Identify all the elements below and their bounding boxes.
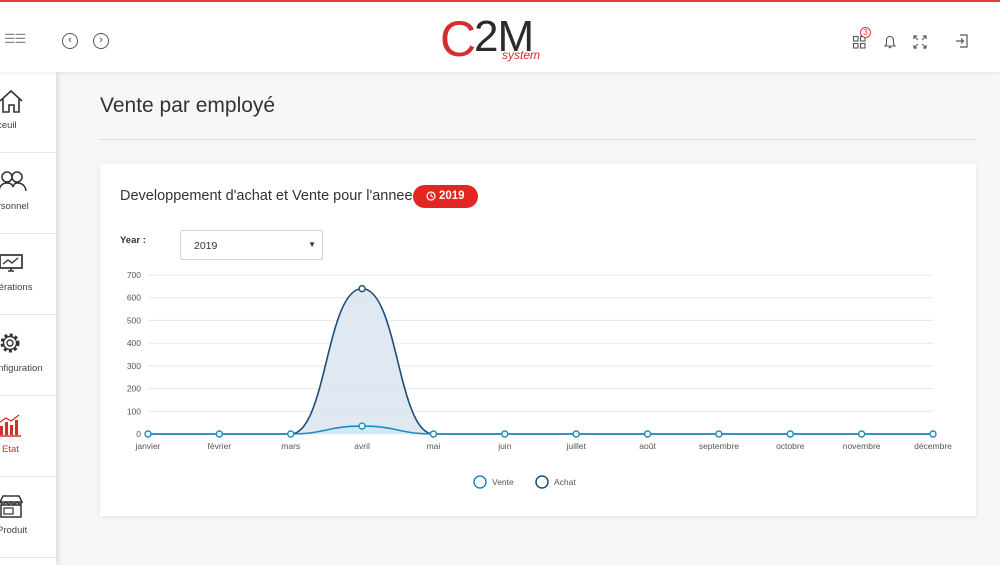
logo[interactable]: C 2M system	[440, 11, 550, 67]
clock-icon	[426, 191, 436, 201]
bell-icon[interactable]	[882, 34, 898, 50]
chevron-down-icon: ▼	[308, 240, 316, 249]
x-tick-label: décembre	[914, 441, 952, 451]
series-achat-area	[148, 288, 933, 434]
vente-point	[572, 430, 580, 438]
sidebar-item-configuration[interactable]: Configuration	[0, 315, 56, 396]
notification-badge: 3	[860, 27, 871, 38]
logo-2m: 2M	[474, 12, 534, 61]
forward-icon[interactable]: ›	[93, 33, 109, 49]
y-tick-label: 500	[127, 315, 141, 325]
x-tick-label: juillet	[565, 441, 586, 451]
y-tick-label: 300	[127, 361, 141, 371]
logo-subtitle: system	[502, 48, 541, 62]
y-tick-label: 100	[127, 406, 141, 416]
legend-achat-marker	[535, 475, 549, 489]
vente-point	[358, 422, 366, 430]
x-tick-label: mars	[281, 441, 300, 451]
card-title: Developpement d'achat et Vente pour l'an…	[120, 188, 413, 204]
sidebar-item-label: Personnel	[0, 201, 29, 212]
vente-point	[786, 430, 794, 438]
fullscreen-icon[interactable]	[912, 34, 928, 50]
sidebar-item-etat[interactable]: Etat	[0, 396, 56, 477]
achat-point	[358, 284, 366, 293]
legend-vente-marker	[473, 475, 487, 489]
year-badge: 2019	[413, 185, 478, 208]
bar-chart-icon	[0, 414, 21, 437]
sidebar: Acceuil Personnel Opérations Configurati…	[0, 72, 56, 565]
logout-icon[interactable]	[954, 33, 970, 49]
vente-point	[429, 430, 438, 438]
sidebar-item-operations[interactable]: Opérations	[0, 234, 56, 315]
home-icon	[0, 89, 23, 113]
sidebar-item-personnel[interactable]: Personnel	[0, 153, 56, 234]
sidebar-item-label: Produit	[0, 525, 28, 536]
series-achat-line	[148, 287, 933, 435]
y-tick-label: 200	[127, 384, 141, 394]
logo-c: C	[440, 11, 476, 67]
vente-point	[287, 430, 295, 438]
line-chart: 0 100 200 300 400 500 600 700 janvier février mars…	[127, 270, 952, 489]
year-select[interactable]: 2019 ▼	[180, 230, 323, 260]
users-icon	[0, 171, 27, 192]
gear-icon	[0, 333, 20, 353]
sidebar-item-produit[interactable]: Produit	[0, 477, 56, 558]
series-vente-line	[148, 425, 933, 435]
sidebar-item-label: Acceuil	[0, 120, 17, 131]
top-bar: ☰☰ ‹ › C 2M system 3	[0, 0, 1000, 72]
vente-point	[643, 430, 652, 438]
x-tick-label: mai	[427, 441, 441, 451]
legend-achat-label: Achat	[554, 477, 576, 487]
vente-point	[929, 430, 937, 438]
x-tick-label: février	[208, 441, 232, 451]
series-vente-area	[148, 426, 933, 434]
x-tick-label: septembre	[699, 441, 739, 451]
sidebar-item-label: Etat	[2, 444, 19, 455]
x-tick-label: août	[639, 441, 656, 451]
x-tick-label: juin	[497, 441, 512, 451]
vente-point	[715, 430, 723, 438]
y-tick-label: 0	[136, 429, 141, 439]
monitor-icon	[0, 254, 23, 272]
sidebar-item-label: Opérations	[0, 282, 33, 293]
menu-toggle-icon[interactable]: ☰☰	[4, 31, 26, 46]
back-icon[interactable]: ‹	[62, 33, 78, 49]
sidebar-item-acceuil[interactable]: Acceuil	[0, 72, 56, 153]
vente-point	[215, 430, 224, 438]
year-select-value: 2019	[194, 240, 218, 252]
y-tick-label: 700	[127, 270, 141, 280]
x-tick-label: novembre	[843, 441, 881, 451]
y-tick-label: 400	[127, 338, 141, 348]
vente-point	[857, 430, 866, 438]
year-badge-text: 2019	[439, 190, 465, 202]
x-tick-label: octobre	[776, 441, 805, 451]
chart-card: Developpement d'achat et Vente pour l'an…	[100, 164, 976, 516]
divider	[100, 139, 976, 140]
y-tick-label: 600	[127, 293, 141, 303]
legend-vente-label: Vente	[492, 477, 514, 487]
x-tick-label: avril	[354, 441, 370, 451]
vente-point	[144, 430, 152, 438]
x-tick-label: janvier	[134, 441, 160, 451]
page-title: Vente par employé	[100, 94, 276, 117]
vente-point	[501, 430, 509, 438]
sidebar-item-label: Configuration	[0, 363, 43, 374]
year-label: Year :	[120, 235, 146, 246]
shop-icon	[0, 495, 24, 518]
